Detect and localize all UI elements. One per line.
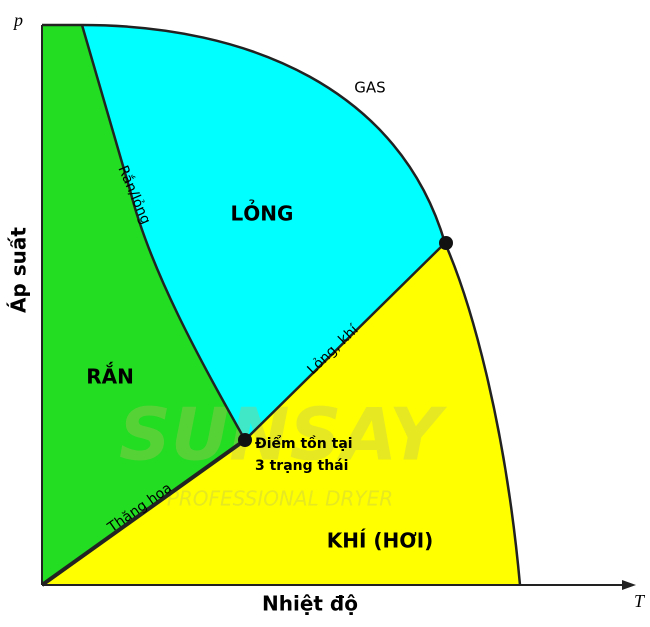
triple-point <box>238 433 252 447</box>
curves <box>40 23 522 587</box>
sublimation-curve <box>40 438 247 587</box>
gas-region <box>42 243 520 585</box>
critical-point <box>439 236 453 250</box>
liquid-label: LỎNG <box>231 201 294 226</box>
melting-curve <box>80 24 247 441</box>
watermark-brand: SUNSAY <box>119 393 448 477</box>
y-symbol: p <box>12 10 23 30</box>
solid-label: RẮN <box>86 363 134 389</box>
x-symbol: T <box>634 591 646 611</box>
gas-label: KHÍ (HƠI) <box>327 529 434 553</box>
y-label: Áp suất <box>7 227 31 313</box>
x-arrow <box>622 580 636 590</box>
watermark-tagline: PROFESSIONAL DRYER <box>167 487 393 511</box>
outer-boundary <box>42 23 522 586</box>
liquid-region <box>82 25 445 440</box>
supercritical-label: GAS <box>354 79 385 97</box>
x-label: Nhiệt độ <box>262 592 358 616</box>
solid-region <box>42 25 245 585</box>
triple-point-line2: 3 trạng thái <box>255 458 348 474</box>
triple-point-line1: Điểm tồn tại <box>255 435 353 452</box>
boiling-curve <box>244 242 446 441</box>
